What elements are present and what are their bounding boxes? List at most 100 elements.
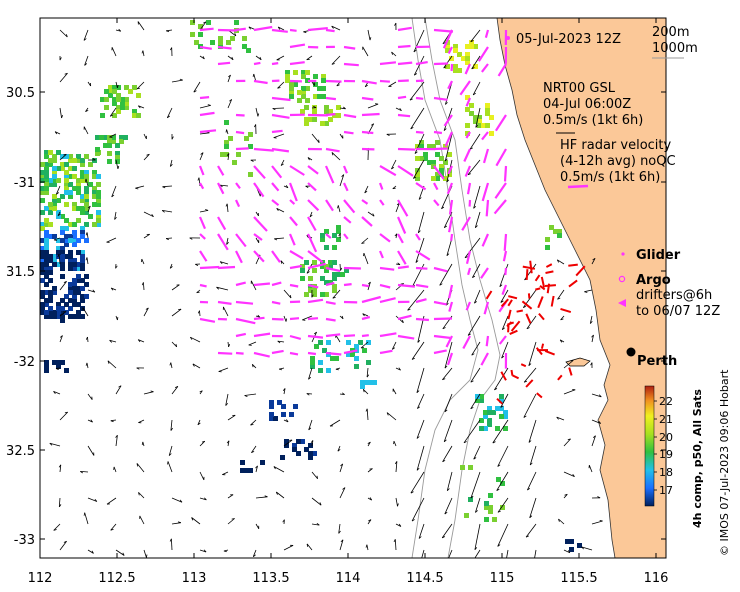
model-arrow xyxy=(59,464,62,473)
model-arrow-head xyxy=(280,260,283,264)
drifter-track xyxy=(568,367,573,376)
radar-arrow xyxy=(289,317,300,321)
sst-pixel xyxy=(84,210,89,215)
radar-arrow xyxy=(445,335,453,348)
model-arrow-head xyxy=(559,339,563,343)
sst-pixel xyxy=(328,280,333,285)
model-arrow-head xyxy=(444,365,448,369)
model-arrow-head xyxy=(197,310,200,314)
model-arrow-head xyxy=(59,335,63,338)
radar-arrow xyxy=(397,250,407,265)
radar-arrow xyxy=(467,267,472,276)
model-arrow xyxy=(280,159,285,166)
sst-pixel xyxy=(499,406,504,411)
sst-pixel xyxy=(322,348,327,353)
model-arrow-head xyxy=(84,63,88,66)
sst-pixel xyxy=(453,48,458,53)
sst-pixel xyxy=(72,286,77,291)
model-arrow-head xyxy=(57,254,60,258)
sst-pixel xyxy=(44,368,49,373)
sst-pixel xyxy=(116,93,121,98)
model-arrow xyxy=(591,520,603,525)
radar-arrow xyxy=(235,233,247,248)
radar-arrow xyxy=(199,283,207,288)
model-arrow-head xyxy=(306,543,308,547)
sst-pixel xyxy=(484,501,489,506)
sst-pixel xyxy=(40,210,45,215)
model-arrow-head xyxy=(331,63,335,65)
radar-arrow xyxy=(235,300,254,305)
model-arrow xyxy=(136,81,145,90)
sst-pixel xyxy=(218,40,223,45)
model-arrow xyxy=(272,107,285,109)
model-arrow-head xyxy=(250,159,254,162)
sst-pixel xyxy=(111,135,116,140)
sst-pixel xyxy=(48,222,53,227)
sst-pixel xyxy=(56,306,61,311)
sst-pixel xyxy=(310,364,315,369)
sst-pixel xyxy=(44,298,49,303)
glider-label: Glider xyxy=(636,248,681,263)
sst-pixel xyxy=(569,539,574,544)
sst-pixel xyxy=(431,176,436,181)
drifter-track xyxy=(509,329,518,336)
model-arrow-head xyxy=(110,420,114,423)
radar-arrow xyxy=(253,165,266,180)
drifter-track xyxy=(544,284,556,287)
sst-pixel xyxy=(44,290,49,295)
radar-arrow xyxy=(463,148,472,162)
model-arrow-head xyxy=(136,367,140,370)
radar-arrow xyxy=(448,216,454,233)
radar-subtitle: (4-12h avg) noQC xyxy=(560,154,676,169)
sst-pixel xyxy=(112,101,117,106)
radar-arrow xyxy=(433,62,449,66)
sst-pixel xyxy=(68,238,73,243)
model-arrow xyxy=(53,391,61,395)
sst-pixel xyxy=(108,89,113,94)
sst-pixel xyxy=(96,222,101,227)
model-arrow-head xyxy=(234,33,237,37)
model-arrow-head xyxy=(340,463,343,467)
model-arrow-head xyxy=(338,233,341,237)
sst-pixel xyxy=(60,162,65,167)
radar-arrow xyxy=(253,332,271,338)
model-arrow-head xyxy=(446,179,450,183)
sst-pixel xyxy=(324,280,329,285)
sst-pixel xyxy=(96,174,101,179)
sst-pixel xyxy=(328,264,333,269)
sst-pixel xyxy=(136,93,141,98)
radar-arrow xyxy=(325,317,336,322)
sst-pixel xyxy=(48,258,53,263)
sst-pixel xyxy=(427,160,432,165)
sst-pixel xyxy=(465,52,470,57)
sst-pixel xyxy=(124,97,129,102)
radar-arrow xyxy=(379,297,396,304)
sst-pixel xyxy=(64,202,69,207)
sst-pixel xyxy=(305,70,310,75)
model-arrow xyxy=(85,178,89,187)
model-arrow-head xyxy=(475,124,479,128)
hf-radar-arrows xyxy=(198,25,508,369)
sst-pixel xyxy=(48,158,53,163)
model-arrow xyxy=(227,494,234,499)
sst-pixel xyxy=(115,151,120,156)
model-arrow-head xyxy=(170,164,173,167)
model-arrow-head xyxy=(414,151,418,154)
colorbar-tick-label: 21 xyxy=(659,413,673,426)
model-arrow xyxy=(526,315,537,330)
radar-arrow xyxy=(397,283,416,288)
model-arrow xyxy=(199,152,204,161)
model-arrow-head xyxy=(114,216,117,220)
model-arrow xyxy=(59,29,68,38)
model-arrow-head xyxy=(340,539,344,543)
radar-arrow xyxy=(307,250,324,264)
sst-pixel xyxy=(301,70,306,75)
radar-arrow xyxy=(289,43,306,49)
model-arrow xyxy=(143,307,149,317)
sst-pixel xyxy=(60,194,65,199)
radar-arrow xyxy=(307,182,317,192)
model-arrow xyxy=(87,549,94,554)
model-arrow xyxy=(416,445,425,471)
radar-arrow xyxy=(379,283,391,289)
radar-arrow xyxy=(433,317,453,321)
